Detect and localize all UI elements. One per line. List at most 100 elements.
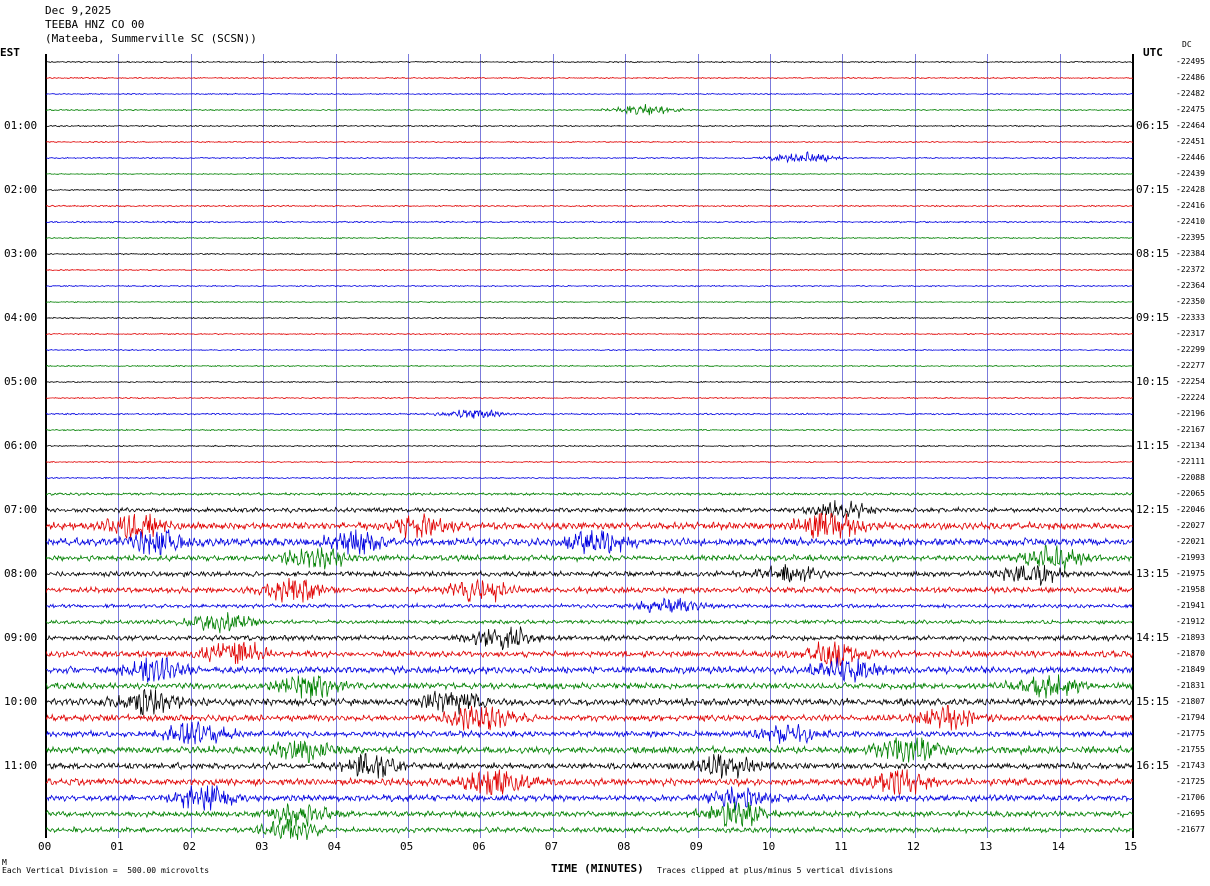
dc-value: -22364 xyxy=(1176,281,1205,290)
header-location: (Mateeba, Summerville SC (SCSN)) xyxy=(45,32,257,45)
dc-value: -22395 xyxy=(1176,233,1205,242)
dc-value: -22277 xyxy=(1176,361,1205,370)
dc-value: -21941 xyxy=(1176,601,1205,610)
trace-line xyxy=(46,81,1133,107)
trace-line xyxy=(46,305,1133,331)
trace-line xyxy=(46,721,1133,747)
dc-value: -22299 xyxy=(1176,345,1205,354)
left-time-label: 04:00 xyxy=(4,311,38,324)
x-tick-01: 01 xyxy=(110,840,124,853)
right-time-label: 07:15 xyxy=(1136,183,1170,196)
x-tick-02: 02 xyxy=(182,840,197,853)
amplitude-mark: M xyxy=(2,858,7,867)
trace-line xyxy=(46,801,1133,827)
right-time-label: 08:15 xyxy=(1136,247,1170,260)
trace-line xyxy=(46,433,1133,459)
trace-line xyxy=(46,417,1133,443)
dc-value: -21807 xyxy=(1176,697,1205,706)
dc-value: -22464 xyxy=(1176,121,1205,130)
dc-value: -22495 xyxy=(1176,57,1205,66)
trace-line xyxy=(46,241,1133,267)
left-axis-label: EST xyxy=(0,46,20,59)
trace-line xyxy=(46,49,1133,75)
x-tick-12: 12 xyxy=(906,840,921,853)
trace-line xyxy=(46,785,1133,811)
right-time-label: 09:15 xyxy=(1136,311,1170,324)
dc-value: -22350 xyxy=(1176,297,1205,306)
clip-note: Traces clipped at plus/minus 5 vertical … xyxy=(657,866,894,875)
dc-value: -22046 xyxy=(1176,505,1205,514)
dc-value: -21958 xyxy=(1176,585,1205,594)
dc-value: -22428 xyxy=(1176,185,1205,194)
dc-value: -21893 xyxy=(1176,633,1205,642)
dc-value: -21975 xyxy=(1176,569,1205,578)
right-axis-label: UTC xyxy=(1143,46,1163,59)
trace-line xyxy=(46,145,1133,171)
x-tick-08: 08 xyxy=(617,840,631,853)
trace-line xyxy=(46,545,1133,571)
seismogram-plot xyxy=(45,54,1134,840)
x-tick-06: 06 xyxy=(472,840,486,853)
trace-line xyxy=(46,273,1133,299)
trace-line xyxy=(46,177,1133,203)
dc-value: -22482 xyxy=(1176,89,1205,98)
x-tick-09: 09 xyxy=(689,840,703,853)
trace-line xyxy=(46,673,1133,699)
trace-line xyxy=(46,209,1133,235)
trace-line xyxy=(46,529,1133,555)
trace-line xyxy=(46,289,1133,315)
x-tick-04: 04 xyxy=(327,840,341,853)
trace-line xyxy=(46,641,1133,667)
trace-line xyxy=(46,561,1133,587)
dc-value: -22224 xyxy=(1176,393,1205,402)
x-tick-07: 07 xyxy=(544,840,559,853)
dc-value: -21849 xyxy=(1176,665,1205,674)
trace-line xyxy=(46,625,1133,651)
left-time-label: 11:00 xyxy=(4,759,38,772)
header-date: Dec 9,2025 xyxy=(45,4,112,17)
trace-line xyxy=(46,257,1133,283)
dc-value: -22027 xyxy=(1176,521,1205,530)
trace-line xyxy=(46,65,1133,91)
dc-value: -22439 xyxy=(1176,169,1205,178)
x-tick-00: 00 xyxy=(38,840,52,853)
trace-line xyxy=(46,369,1133,395)
dc-value: -22021 xyxy=(1176,537,1205,546)
dc-value: -22196 xyxy=(1176,409,1205,418)
dc-value: -22088 xyxy=(1176,473,1205,482)
dc-value: -22254 xyxy=(1176,377,1205,386)
trace-line xyxy=(46,225,1133,251)
dc-value: -22451 xyxy=(1176,137,1205,146)
trace-line xyxy=(46,161,1133,187)
scale-note: Each Vertical Division = 500.00 microvol… xyxy=(2,866,210,875)
x-tick-05: 05 xyxy=(400,840,414,853)
left-time-label: 01:00 xyxy=(4,119,38,132)
x-tick-03: 03 xyxy=(255,840,269,853)
dc-value: -21706 xyxy=(1176,793,1205,802)
dc-value: -21677 xyxy=(1176,825,1205,834)
dc-value: -22475 xyxy=(1176,105,1205,114)
dc-value: -22317 xyxy=(1176,329,1205,338)
trace-line xyxy=(46,817,1133,843)
trace-line xyxy=(46,689,1133,715)
trace-line xyxy=(46,577,1133,603)
trace-line xyxy=(46,513,1133,539)
trace-line xyxy=(46,113,1133,139)
left-time-label: 08:00 xyxy=(4,567,38,580)
x-tick-10: 10 xyxy=(762,840,776,853)
dc-value: -21775 xyxy=(1176,729,1205,738)
trace-line xyxy=(46,193,1133,219)
right-time-label: 16:15 xyxy=(1136,759,1170,772)
trace-line xyxy=(46,465,1133,491)
left-time-label: 09:00 xyxy=(4,631,38,644)
right-time-label: 15:15 xyxy=(1136,695,1170,708)
x-tick-13: 13 xyxy=(979,840,993,853)
dc-column-label: DC xyxy=(1182,40,1192,49)
left-time-label: 05:00 xyxy=(4,375,38,388)
right-time-label: 12:15 xyxy=(1136,503,1170,516)
dc-value: -21870 xyxy=(1176,649,1205,658)
right-time-label: 06:15 xyxy=(1136,119,1170,132)
trace-line xyxy=(46,353,1133,379)
dc-value: -22333 xyxy=(1176,313,1205,322)
dc-value: -21725 xyxy=(1176,777,1205,786)
